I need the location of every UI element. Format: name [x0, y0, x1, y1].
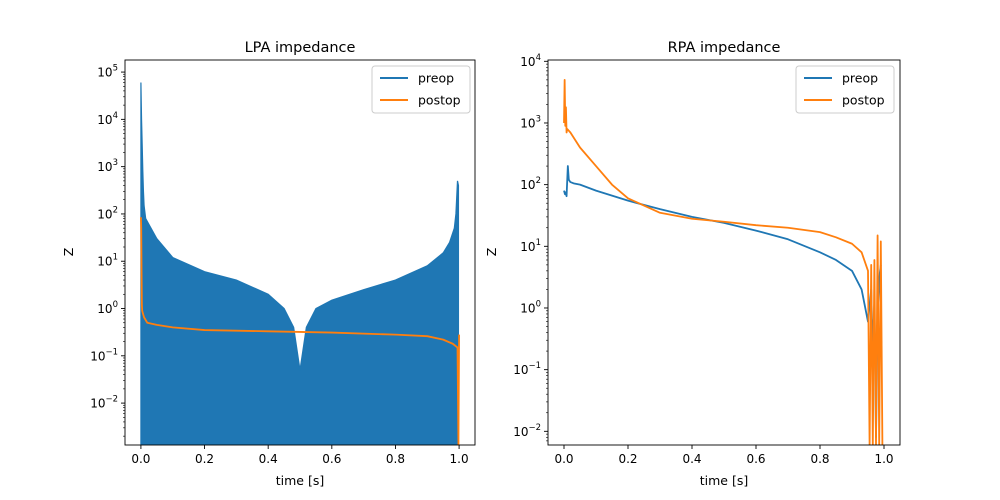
lpa-plot-area — [140, 82, 460, 445]
rpa-x-tick-label: 0.4 — [682, 452, 701, 466]
rpa-y-tick-label: 10−1 — [513, 361, 541, 377]
rpa-y-tick-label: 102 — [520, 176, 541, 192]
lpa-legend-preop-label: preop — [418, 71, 454, 86]
lpa-axes-frame — [124, 59, 476, 446]
rpa-plot-area — [563, 78, 884, 445]
lpa-y-tick-label: 104 — [97, 111, 118, 127]
lpa-y-tick-label: 103 — [97, 158, 118, 174]
rpa-series-postop — [563, 78, 884, 445]
rpa-x-axis-label: time [s] — [700, 473, 748, 488]
lpa-y-tick-label: 102 — [97, 205, 118, 221]
rpa-y-tick-label: 101 — [520, 238, 541, 254]
lpa-y-tick-label: 105 — [97, 64, 118, 80]
rpa-y-tick-label: 103 — [520, 114, 541, 130]
rpa-legend-postop-label: postop — [842, 93, 885, 108]
rpa-y-ticks: 10−2 10−1 100 101 102 103 104 — [513, 53, 548, 442]
rpa-x-tick-label: 0.6 — [746, 452, 765, 466]
lpa-legend-postop-label: postop — [418, 93, 461, 108]
lpa-series-preop — [140, 82, 460, 445]
lpa-y-tick-label: 100 — [97, 300, 118, 316]
lpa-y-tick-label: 101 — [97, 253, 118, 269]
lpa-y-axis-label: Z — [61, 248, 76, 257]
lpa-x-tick-label: 0.0 — [131, 452, 150, 466]
lpa-y-tick-label: 10−2 — [90, 395, 118, 411]
lpa-series-postop — [140, 217, 460, 445]
rpa-y-tick-label: 104 — [520, 53, 541, 69]
lpa-y-ticks: 10−2 10−1 100 101 102 103 104 105 — [90, 64, 125, 437]
rpa-x-tick-label: 0.8 — [810, 452, 829, 466]
rpa-legend-preop-label: preop — [842, 71, 878, 86]
lpa-y-tick-label: 10−1 — [90, 347, 118, 363]
lpa-x-tick-label: 0.4 — [259, 452, 278, 466]
rpa-legend: preop postop — [795, 65, 895, 114]
lpa-subplot: LPA impedance 0.0 0.2 0.4 0.6 0.8 1.0 10−210−… — [61, 40, 476, 488]
rpa-y-tick-label: 10−2 — [513, 423, 541, 439]
rpa-y-axis-label: Z — [484, 248, 499, 257]
lpa-title: LPA impedance — [245, 40, 356, 56]
rpa-y-tick-label: 100 — [520, 299, 541, 315]
lpa-x-tick-label: 0.8 — [386, 452, 405, 466]
lpa-x-tick-label: 0.2 — [195, 452, 214, 466]
rpa-x-ticks: 0.0 0.2 0.4 0.6 0.8 1.0 — [554, 445, 894, 466]
lpa-legend: preop postop — [371, 65, 471, 114]
lpa-x-ticks: 0.0 0.2 0.4 0.6 0.8 1.0 — [131, 445, 469, 466]
rpa-subplot: RPA impedance 0.0 0.2 0.4 0.6 0.8 1.0 10−210−… — [484, 40, 901, 488]
rpa-title: RPA impedance — [668, 40, 781, 56]
rpa-x-tick-label: 0.2 — [618, 452, 637, 466]
lpa-x-tick-label: 0.6 — [322, 452, 341, 466]
rpa-x-tick-label: 1.0 — [874, 452, 893, 466]
rpa-x-tick-label: 0.0 — [554, 452, 573, 466]
lpa-x-axis-label: time [s] — [276, 473, 324, 488]
lpa-x-tick-label: 1.0 — [450, 452, 469, 466]
